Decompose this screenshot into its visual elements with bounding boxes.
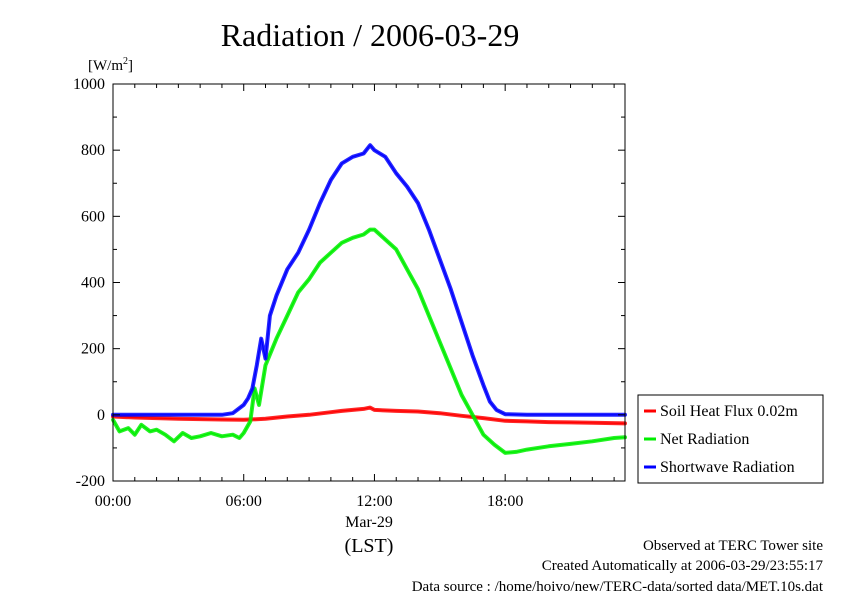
footer-source: Data source : /home/hoivo/new/TERC-data/… [412,579,824,595]
x-tick-label: 06:00 [225,493,261,510]
series-core-2 [113,144,625,416]
y-tick-label: -200 [76,473,105,490]
y-tick-label: 800 [81,142,105,159]
legend: Soil Heat Flux 0.02m Net Radiation Shortwa… [637,394,824,484]
series-line-2 [111,143,627,417]
axis-layer: -200 0 200 400 600 800 1000 00:00 06:00 12:00 18:0… [73,76,626,510]
y-tick-label: 1000 [73,76,105,93]
footer-observed: Observed at TERC Tower site [643,538,823,554]
y-tick-label: 0 [97,407,105,424]
x-date-label: Mar-29 [345,514,393,531]
x-tick-label: 12:00 [356,493,392,510]
legend-label-1: Net Radiation [660,431,749,448]
y-tick-label: 600 [81,208,105,225]
series-core-1 [112,229,626,454]
legend-box [637,394,824,484]
y-tick-label: 200 [81,341,105,358]
chart-title: Radiation / 2006-03-29 [221,17,520,53]
series-core-0 [112,407,626,424]
y-axis-unit-base: [W/m [88,58,123,74]
legend-label-2: Shortwave Radiation [660,459,795,476]
legend-label-0: Soil Heat Flux 0.02m [660,403,798,420]
x-tick-label: 18:00 [487,493,523,510]
x-tick-label: 00:00 [95,493,131,510]
footer-created: Created Automatically at 2006-03-29/23:5… [542,558,824,574]
series-layer [111,143,627,455]
y-axis-unit-superscript: 2 [123,56,128,67]
y-tick-label: 400 [81,275,105,292]
y-axis-unit-close: ] [128,58,133,74]
x-axis-label: (LST) [345,535,394,557]
y-axis-unit-label: [W/m2] [88,56,133,74]
